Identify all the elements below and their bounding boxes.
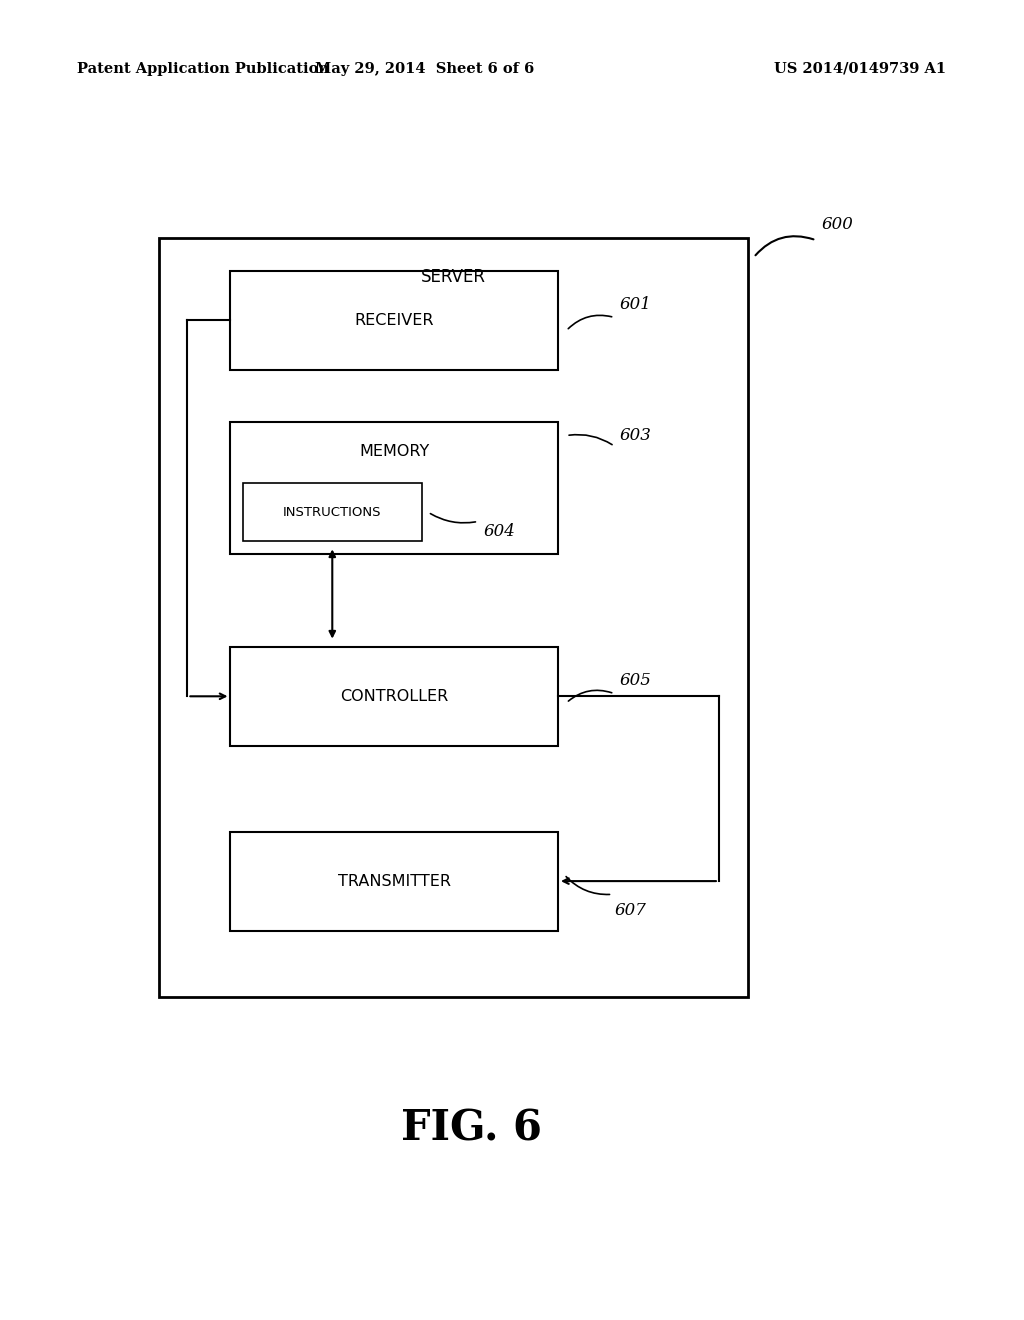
Text: 600: 600 bbox=[821, 216, 853, 232]
Text: Patent Application Publication: Patent Application Publication bbox=[77, 62, 329, 75]
Bar bbox=[159, 238, 748, 997]
Text: 603: 603 bbox=[620, 428, 651, 444]
Text: 607: 607 bbox=[614, 902, 646, 919]
Text: SERVER: SERVER bbox=[421, 268, 485, 286]
Text: 601: 601 bbox=[620, 296, 651, 313]
Text: May 29, 2014  Sheet 6 of 6: May 29, 2014 Sheet 6 of 6 bbox=[315, 62, 535, 75]
Text: TRANSMITTER: TRANSMITTER bbox=[338, 874, 451, 888]
Bar bbox=[230, 422, 558, 554]
Text: RECEIVER: RECEIVER bbox=[354, 313, 434, 327]
Text: 604: 604 bbox=[483, 524, 515, 540]
Bar bbox=[230, 832, 558, 931]
Text: INSTRUCTIONS: INSTRUCTIONS bbox=[283, 506, 382, 519]
Text: MEMORY: MEMORY bbox=[359, 444, 429, 459]
Bar bbox=[230, 647, 558, 746]
Bar bbox=[243, 483, 422, 541]
Text: CONTROLLER: CONTROLLER bbox=[340, 689, 449, 704]
Text: US 2014/0149739 A1: US 2014/0149739 A1 bbox=[774, 62, 946, 75]
Text: 605: 605 bbox=[620, 672, 651, 689]
Text: FIG. 6: FIG. 6 bbox=[400, 1107, 542, 1150]
Bar bbox=[230, 271, 558, 370]
